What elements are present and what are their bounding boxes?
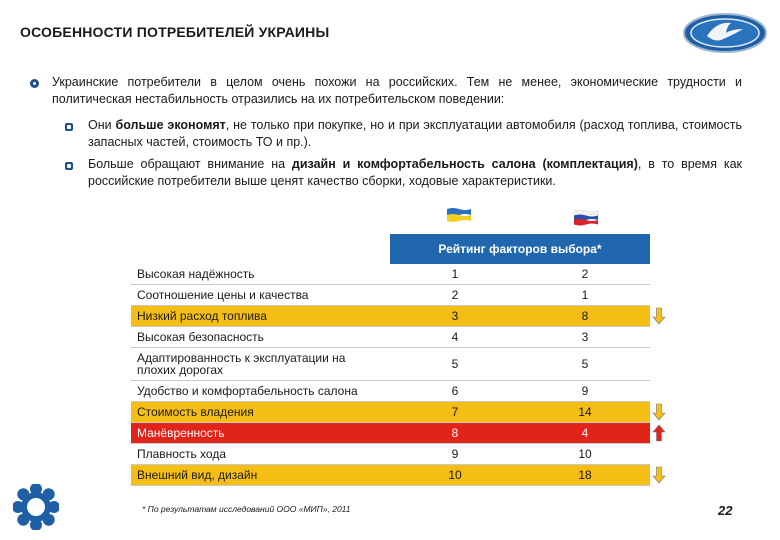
lada-logo: [683, 13, 767, 53]
russia-rank: 3: [520, 326, 650, 348]
ukraine-rank: 10: [390, 464, 520, 486]
row-label: Высокая надёжность: [131, 264, 390, 285]
russia-rank: 10: [520, 443, 650, 465]
arrow-down-icon: [652, 403, 666, 421]
table-row: Высокая безопасность 4 3: [131, 326, 650, 348]
ukraine-rank: 2: [390, 284, 520, 306]
ukraine-rank: 7: [390, 401, 520, 423]
russia-rank: 8: [520, 305, 650, 327]
russia-rank: 9: [520, 380, 650, 402]
table-row: Стоимость владения 7 14: [131, 401, 650, 423]
table-row: Плавность хода 9 10: [131, 443, 650, 465]
row-label: Низкий расход топлива: [131, 305, 390, 327]
point-1-bold: больше экономят: [115, 118, 226, 132]
row-label: Соотношение цены и качества: [131, 284, 390, 306]
table-row: Манёвренность 8 4: [131, 422, 650, 444]
bullet-icon: [30, 79, 39, 88]
row-label: Манёвренность: [131, 422, 390, 444]
point-1: Они больше экономят, не только при покуп…: [88, 117, 742, 151]
table-row: Адаптированность к эксплуатации на плохи…: [131, 347, 650, 381]
row-label: Высокая безопасность: [131, 326, 390, 348]
sub-bullet-icon: [65, 162, 73, 170]
arrow-down-icon: [652, 466, 666, 484]
ukraine-rank: 6: [390, 380, 520, 402]
russia-rank: 1: [520, 284, 650, 306]
ukraine-rank: 4: [390, 326, 520, 348]
point-1-post: , не только при покупке, но и при эксплу…: [88, 118, 742, 149]
page-title: ОСОБЕННОСТИ ПОТРЕБИТЕЛЕЙ УКРАИНЫ: [20, 24, 330, 40]
table-header: Рейтинг факторов выбора*: [390, 234, 650, 264]
arrow-up-icon: [652, 424, 666, 442]
russia-rank: 2: [520, 264, 650, 285]
table-row: Высокая надёжность 1 2: [131, 264, 650, 285]
russia-rank: 4: [520, 422, 650, 444]
sub-bullet-icon: [65, 123, 73, 131]
ukraine-rank: 3: [390, 305, 520, 327]
table-row: Соотношение цены и качества 2 1: [131, 284, 650, 306]
row-label: Удобство и комфортабельность салона: [131, 380, 390, 402]
russia-rank: 14: [520, 401, 650, 423]
footnote: * По результатам исследований ООО «МИП»,…: [142, 504, 351, 514]
table-row: Удобство и комфортабельность салона 6 9: [131, 380, 650, 402]
arrow-down-icon: [652, 307, 666, 325]
russia-rank: 18: [520, 464, 650, 486]
russia-rank: 5: [520, 347, 650, 381]
page-number: 22: [718, 503, 733, 518]
row-label: Адаптированность к эксплуатации на плохи…: [131, 347, 390, 381]
ukraine-rank: 8: [390, 422, 520, 444]
row-label: Внешний вид, дизайн: [131, 464, 390, 486]
decorative-ring-icon: [13, 484, 59, 530]
ukraine-rank: 1: [390, 264, 520, 285]
intro-paragraph: Украинские потребители в целом очень пох…: [52, 75, 742, 106]
row-label: Стоимость владения: [131, 401, 390, 423]
row-label: Плавность хода: [131, 443, 390, 465]
ranking-table: Рейтинг факторов выбора* Высокая надёжно…: [131, 234, 650, 486]
ukraine-rank: 9: [390, 443, 520, 465]
point-2-pre: Больше обращают внимание на: [88, 157, 292, 171]
ukraine-rank: 5: [390, 347, 520, 381]
table-row: Низкий расход топлива 3 8: [131, 305, 650, 327]
russia-flag-icon: [573, 210, 599, 226]
ukraine-flag-icon: [447, 208, 471, 222]
point-2: Больше обращают внимание на дизайн и ком…: [88, 156, 742, 190]
table-row: Внешний вид, дизайн 10 18: [131, 464, 650, 486]
point-2-bold: дизайн и комфортабельность салона (компл…: [291, 157, 638, 171]
point-2-post: , в то время как российские потребители …: [88, 157, 742, 188]
point-1-pre: Они: [88, 118, 116, 132]
